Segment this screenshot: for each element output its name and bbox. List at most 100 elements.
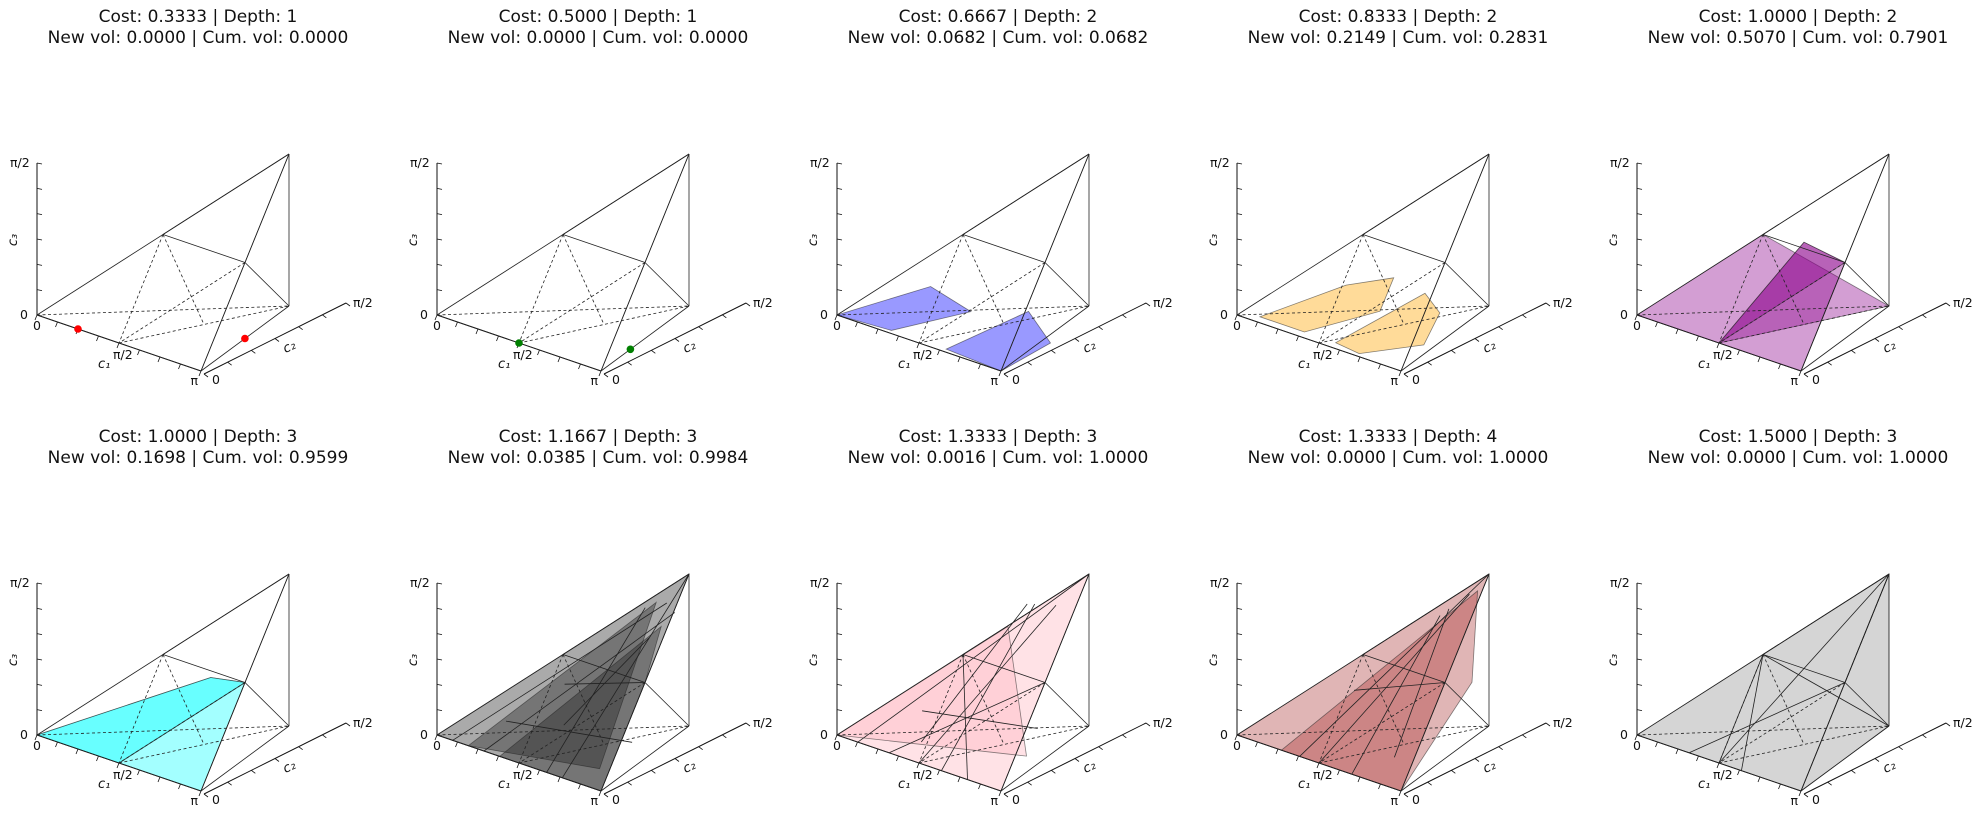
x-axis-label: c₁ xyxy=(1698,777,1710,792)
x-tick-label: 0 xyxy=(833,738,841,753)
y-tick-mark xyxy=(345,302,351,307)
chamber-edge-dashed xyxy=(1318,305,1490,344)
y-tick-mark xyxy=(1451,770,1456,774)
chamber-edge-dashed xyxy=(1318,682,1446,764)
x-axis-label: c₁ xyxy=(98,357,110,372)
z-tick-label: 0 xyxy=(420,727,428,742)
x-tick-mark xyxy=(875,328,879,335)
y-tick-mark xyxy=(1051,350,1056,354)
x-tick-mark xyxy=(1696,335,1699,342)
x-tick-mark xyxy=(1398,370,1402,377)
y-tick-mark xyxy=(251,770,256,774)
subplot-title: Cost: 0.6667 | Depth: 2 New vol: 0.0682 |… xyxy=(800,7,1196,49)
z-axis-label: c₃ xyxy=(1606,654,1621,666)
x-tick-mark xyxy=(178,363,181,370)
region-edge xyxy=(918,605,1057,764)
z-axis-label: c₃ xyxy=(406,234,421,246)
z-tick-mark xyxy=(1236,187,1243,190)
x-tick-mark xyxy=(1255,321,1258,328)
chamber-edge-dashed xyxy=(1636,725,1890,736)
x-tick-mark xyxy=(578,783,581,790)
z-tick-mark xyxy=(436,658,443,661)
region-edge xyxy=(1351,615,1441,775)
x-tick-mark xyxy=(875,748,879,755)
chamber-edge-dashed xyxy=(118,682,246,764)
x-tick-label: π xyxy=(190,373,198,388)
data-point xyxy=(241,334,249,343)
region xyxy=(436,572,690,792)
x-tick-mark xyxy=(475,328,479,335)
z-axis-label: c₃ xyxy=(1606,234,1621,246)
x-tick-mark xyxy=(978,363,981,370)
x-tick-mark xyxy=(96,755,99,762)
chamber-edge xyxy=(562,573,690,655)
chamber-edge xyxy=(1400,682,1446,792)
y-tick-mark xyxy=(1098,326,1103,330)
subplot-title: Cost: 0.8333 | Depth: 2 New vol: 0.2149 |… xyxy=(1200,7,1596,49)
subplot-title-cost-depth: Cost: 0.3333 | Depth: 1 xyxy=(98,7,298,27)
subplot-title-cost-depth: Cost: 1.5000 | Depth: 3 xyxy=(1698,427,1898,447)
z-tick-mark xyxy=(1236,633,1243,636)
subplot-title-volume: New vol: 0.0000 | Cum. vol: 1.0000 xyxy=(1247,448,1549,468)
z-tick-label: π/2 xyxy=(1210,155,1230,170)
y-tick-label: π/2 xyxy=(1153,715,1173,730)
z-tick-mark xyxy=(36,238,43,241)
chamber-edge xyxy=(1444,682,1490,727)
subplot-3: Cost: 0.6667 | Depth: 2 New vol: 0.0682 |… xyxy=(800,0,1196,418)
z-tick-mark xyxy=(836,582,843,585)
x-axis-label: c₁ xyxy=(1298,357,1310,372)
z-tick-mark xyxy=(1636,658,1643,661)
subplot-10: Cost: 1.5000 | Depth: 3 New vol: 0.0000 |… xyxy=(1600,420,1980,838)
chamber-edge-dashed xyxy=(118,262,246,344)
z-tick-mark xyxy=(36,162,43,165)
chamber-wireframe xyxy=(36,573,290,792)
y-tick-label: π/2 xyxy=(1153,295,1173,310)
z-tick-label: π/2 xyxy=(1210,575,1230,590)
region-edge xyxy=(452,602,668,741)
x-tick-mark xyxy=(1634,314,1638,321)
y-tick-mark xyxy=(1803,373,1809,378)
x-tick-label: π/2 xyxy=(1713,767,1733,782)
z-tick-mark xyxy=(1236,238,1243,241)
chamber-edge-dashed xyxy=(436,725,690,736)
y-tick-mark xyxy=(698,326,703,330)
chamber-edge xyxy=(1800,682,1846,792)
x-tick-mark xyxy=(1737,349,1740,356)
region-edge xyxy=(922,710,1038,729)
x-tick-mark xyxy=(455,741,458,748)
y-tick-label: π/2 xyxy=(1553,295,1573,310)
chamber-edge-dashed xyxy=(518,262,646,344)
chamber-edge-dashed xyxy=(36,305,290,316)
z-tick-mark xyxy=(36,607,43,610)
chamber-wireframe xyxy=(436,153,690,372)
x-axis-label: c₁ xyxy=(498,357,510,372)
region-edge xyxy=(505,720,633,743)
subplot-title-volume: New vol: 0.0000 | Cum. vol: 0.0000 xyxy=(447,28,749,48)
z-tick-mark xyxy=(1636,289,1643,292)
x-tick-mark xyxy=(1778,363,1781,370)
chamber-edge xyxy=(644,262,690,307)
x-tick-mark xyxy=(978,783,981,790)
z-tick-mark xyxy=(1636,709,1643,712)
chamber-edge xyxy=(1762,654,1846,683)
chamber-edge xyxy=(1844,682,1890,727)
y-tick-mark xyxy=(203,793,209,798)
y-tick-mark xyxy=(1003,793,1009,798)
chamber-edge-dashed xyxy=(518,682,646,764)
y-tick-mark xyxy=(1922,734,1927,739)
chamber-edge-dashed xyxy=(918,262,1046,344)
y-tick-label: π/2 xyxy=(753,295,773,310)
x-tick-mark xyxy=(34,734,38,741)
subplot-title-volume: New vol: 0.2149 | Cum. vol: 0.2831 xyxy=(1247,28,1549,48)
z-tick-mark xyxy=(36,709,43,712)
x-tick-mark xyxy=(1716,762,1720,769)
y-tick-mark xyxy=(1898,326,1903,330)
x-tick-label: π/2 xyxy=(513,347,533,362)
z-tick-mark xyxy=(836,683,843,686)
z-tick-mark xyxy=(836,162,843,165)
